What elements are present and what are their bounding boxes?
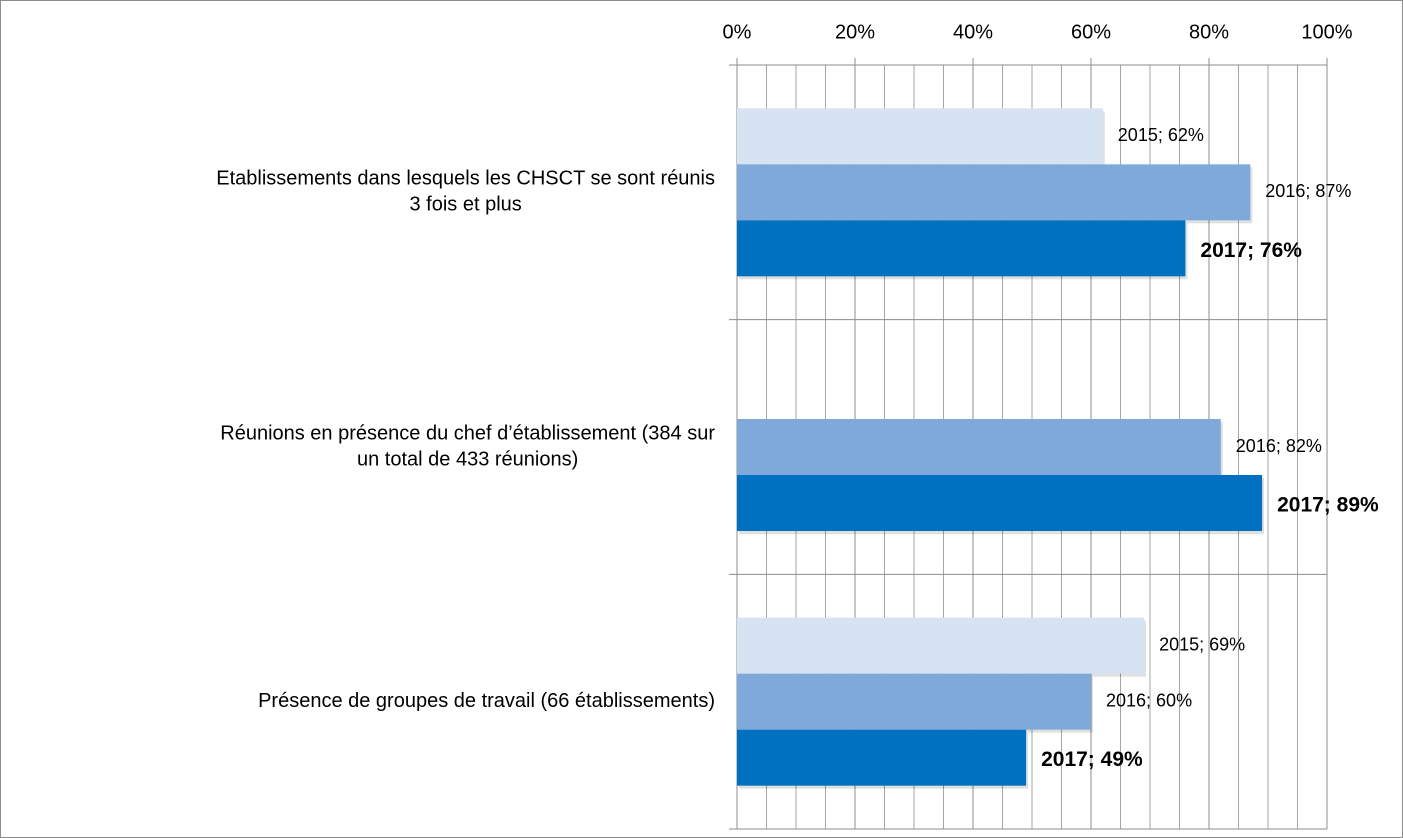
data-label: 2015; 62%: [1118, 125, 1204, 145]
x-tick-label: 20%: [835, 21, 875, 43]
bar: [737, 220, 1186, 277]
data-label: 2017; 89%: [1277, 494, 1379, 517]
x-tick-label: 80%: [1189, 21, 1229, 43]
bar: [737, 673, 1091, 730]
bar: [737, 108, 1103, 165]
x-tick-label: 60%: [1071, 21, 1111, 43]
data-label: 2017; 49%: [1041, 748, 1143, 771]
data-label: 2016; 82%: [1236, 436, 1322, 456]
data-label: 2016; 60%: [1106, 690, 1192, 710]
category-label: Etablissements dans lesquels les CHSCT s…: [216, 168, 715, 190]
category-label: 3 fois et plus: [409, 194, 521, 216]
bar: [737, 419, 1221, 475]
x-tick-label: 40%: [953, 21, 993, 43]
data-label: 2015; 69%: [1159, 634, 1245, 654]
data-label: 2017; 76%: [1200, 239, 1302, 262]
x-tick-label: 0%: [723, 21, 752, 43]
data-label: 2016; 87%: [1265, 181, 1351, 201]
bar: [737, 164, 1251, 221]
bar: [737, 475, 1263, 531]
bar: [737, 729, 1027, 786]
x-tick-label: 100%: [1301, 21, 1352, 43]
bar: [737, 617, 1145, 674]
category-label: Présence de groupes de travail (66 établ…: [258, 690, 715, 712]
category-label: un total de 433 réunions): [357, 448, 578, 470]
category-label: Réunions en présence du chef d’établisse…: [220, 422, 715, 444]
